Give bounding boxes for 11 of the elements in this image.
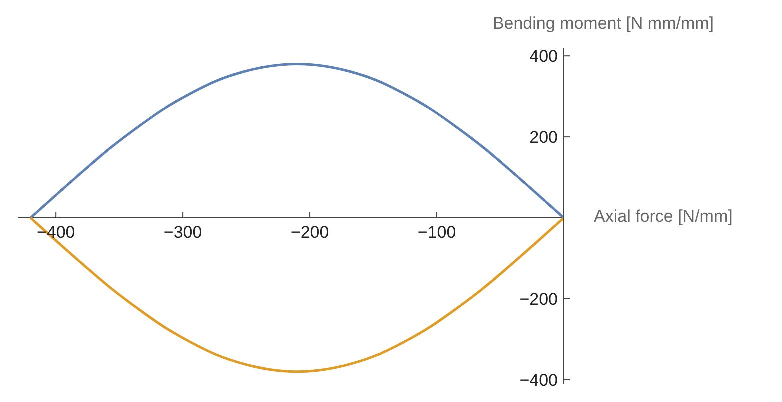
x-tick-label: −200: [290, 223, 330, 242]
y-axis-title: Bending moment [N mm/mm]: [492, 14, 714, 34]
y-tick-label: 200: [530, 128, 558, 148]
x-tick-label: −100: [418, 223, 456, 242]
y-tick-label: 400: [530, 47, 558, 66]
x-axis-title: Axial force [N/mm]: [594, 207, 733, 228]
y-tick-label: −200: [520, 290, 558, 309]
line-series: [29, 216, 564, 374]
line-series: [29, 62, 564, 220]
x-tick-label: −300: [164, 223, 202, 242]
y-tick-label: −400: [520, 370, 558, 390]
